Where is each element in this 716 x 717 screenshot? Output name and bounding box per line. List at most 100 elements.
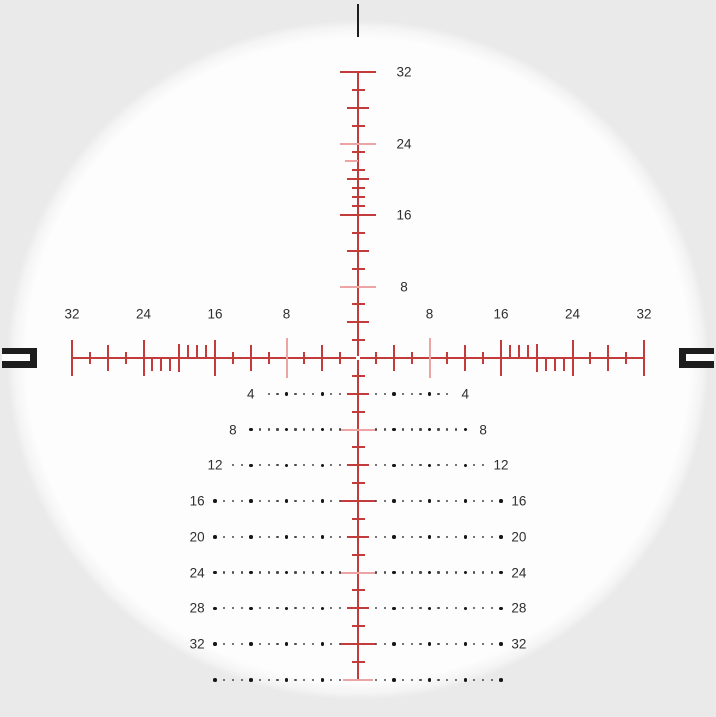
holdover-dot [240,535,243,538]
windage-fine-tick [169,357,172,371]
holdover-dot [303,642,306,646]
elevation-tick [340,214,376,216]
holdover-dot-major [427,392,432,396]
holdover-dot [240,499,243,503]
elevation-fine-tick [351,151,365,154]
holdover-label-right: 16 [511,493,527,509]
holdover-dot [455,571,458,574]
scope-edge-marker-left [2,348,37,368]
holdover-dot-major [320,606,324,610]
holdover-dot [455,499,458,503]
holdover-dot [401,678,404,681]
holdover-dot [490,607,494,610]
holdover-label-left: 4 [246,386,255,401]
holdover-dot [419,678,422,681]
holdover-dot [312,428,315,431]
holdover-dot-major [463,678,467,682]
windage-tick [410,352,413,364]
holdover-dot-major [213,606,217,610]
holdover-dot [294,535,297,538]
holdover-dot [276,392,279,395]
holdover-dot-major [284,535,289,539]
holdover-dot-major [284,463,289,467]
windage-tick [321,345,324,371]
holdover-dot [222,642,226,646]
holdover-tick [340,643,376,645]
holdover-dot [374,571,377,574]
holdover-dot [303,678,306,681]
holdover-tick [351,374,365,377]
holdover-label-left: 32 [189,636,205,652]
windage-tick [214,340,216,376]
holdover-dot [446,642,449,646]
holdover-label-right: 20 [511,529,527,544]
holdover-dot-major [320,499,324,503]
holdover-dot [267,607,270,610]
holdover-dot-major [427,427,432,432]
holdover-dot [303,571,306,574]
holdover-dot [312,499,315,503]
windage-tick [464,345,467,371]
holdover-dot [294,607,297,610]
holdover-dot [222,607,226,610]
holdover-dot [303,607,306,610]
windage-fine-tick [535,344,538,372]
windage-tick [392,345,395,371]
holdover-dot-major [427,570,432,575]
holdover-dot [294,678,297,681]
holdover-dot [276,428,279,431]
windage-label-right: 24 [564,306,581,322]
holdover-dot-major [213,570,217,575]
holdover-dot [312,607,315,610]
holdover-dot [482,642,485,646]
holdover-tick [340,428,376,431]
holdover-dot [401,535,404,538]
holdover-dot [330,464,333,467]
holdover-dot [446,499,449,503]
windage-tick [71,340,73,376]
holdover-dot-major [249,678,253,682]
holdover-dot [473,499,476,503]
holdover-dot-major [392,678,396,682]
windage-fine-tick [196,345,199,359]
holdover-dot [231,571,234,574]
holdover-dot [419,428,422,431]
windage-fine-tick [178,344,181,372]
holdover-dot [446,535,449,538]
holdover-dot-major [463,606,467,610]
holdover-dot-major [320,427,324,432]
elevation-tick [340,142,376,145]
holdover-dot [303,535,306,538]
holdover-dot [222,571,226,574]
holdover-dot [258,607,261,610]
elevation-tick [351,267,365,270]
holdover-dot-major [463,499,467,503]
holdover-dot [231,499,234,503]
holdover-dot [410,607,413,610]
holdover-dot [294,642,297,646]
holdover-dot-major [499,606,503,610]
elevation-fine-tick [351,196,365,199]
holdover-dot-major [284,570,289,575]
holdover-dot [339,464,342,467]
elevation-label: 8 [400,278,408,294]
holdover-dot [455,642,458,646]
holdover-dot-major [320,642,324,646]
holdover-dot [446,678,449,681]
holdover-dot-major [392,606,396,610]
holdover-dot-major [427,535,432,539]
holdover-dot [240,678,243,681]
holdover-dot [294,499,297,503]
holdover-dot-major [320,678,324,682]
holdover-tick [351,553,365,556]
windage-tick [446,352,449,364]
holdover-dot [455,607,458,610]
holdover-dot-major [392,642,396,646]
holdover-tick [351,660,365,663]
elevation-fine-tick [351,205,365,208]
holdover-dot [401,499,404,503]
windage-tick [482,352,485,364]
holdover-dot [276,464,279,467]
holdover-tick [351,482,365,485]
